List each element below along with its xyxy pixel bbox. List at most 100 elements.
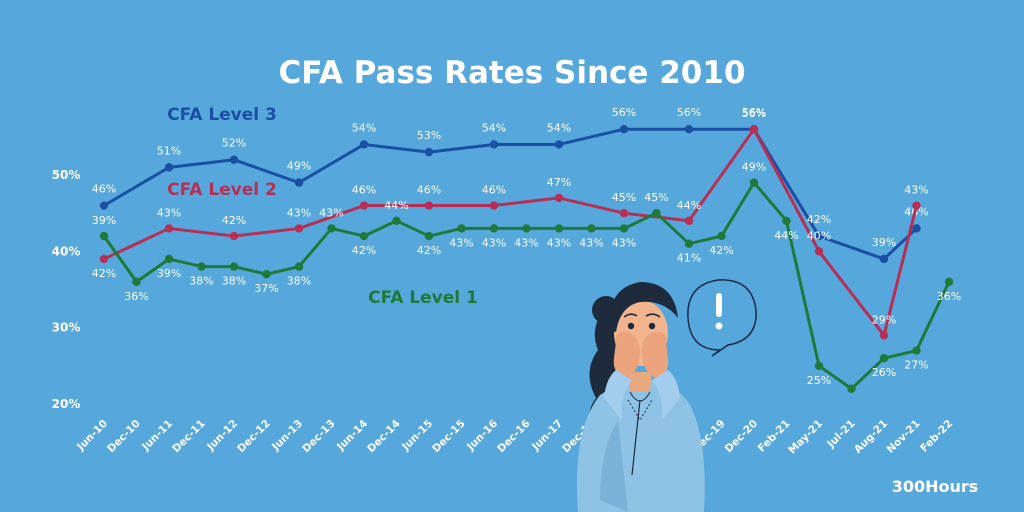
x-tick-label: May-21 [786,418,825,457]
data-label: 38% [189,275,213,288]
data-point [424,147,434,157]
x-tick-label: Dec-14 [365,418,402,455]
x-tick-label: Jun-11 [139,418,175,454]
data-label: 43% [547,236,571,249]
data-label: 43% [287,206,311,219]
data-label: 54% [547,121,571,134]
data-label: 53% [417,129,441,142]
data-point [359,201,369,210]
brand-logo: 300Hours [892,477,979,496]
data-point [944,277,954,287]
data-point [197,262,206,271]
x-tick-label: Jun-12 [204,418,240,454]
series-name-label: CFA Level 1 [368,288,478,308]
data-point [99,201,109,210]
data-point [912,201,921,210]
data-point [99,231,109,241]
data-label: 47% [547,176,571,189]
x-tick-label: Jun-13 [269,418,305,454]
data-label: 45% [644,191,668,204]
series-line [103,127,918,337]
series-layer: 46%51%52%49%54%53%54% 54%56% 56% 56%42%39%4… [92,105,961,393]
data-label: 54% [352,121,376,134]
data-label: 42% [222,214,246,227]
data-point [749,125,759,134]
data-point [229,262,239,271]
data-label: 56% [742,107,766,120]
data-point [684,125,694,134]
data-label: 56% [742,106,766,119]
data-point [359,231,369,241]
data-point [164,254,174,264]
data-label: 56% [612,106,636,119]
data-label: 45% [612,191,636,204]
speech-bubble-icon [687,279,757,357]
data-label: 43% [157,206,181,219]
data-label: 44% [774,229,798,242]
data-point [912,346,921,355]
data-point [814,247,824,256]
data-label: 26% [872,366,896,379]
data-point [912,224,921,233]
data-label: 36% [124,290,148,303]
data-label: 43% [319,206,343,219]
data-label: 46% [352,184,376,197]
data-label: 43% [482,236,506,249]
data-label: 41% [677,252,701,265]
chart-title: CFA Pass Rates Since 2010 [278,55,745,91]
data-point [489,224,499,233]
data-point [554,193,564,203]
data-point [879,254,889,264]
data-label: 51% [157,144,181,157]
data-point [684,239,694,248]
data-point [489,201,499,210]
data-point [619,208,629,218]
data-point [424,231,434,241]
data-label: 54% [482,121,506,134]
data-label: 43% [904,184,928,197]
y-tick-label: 20% [52,397,81,411]
data-point [847,384,856,393]
x-tick-label: Aug-21 [852,418,890,456]
data-point [782,216,791,225]
worried-woman-illustration [576,279,757,512]
x-tick-label: Jun-15 [399,418,435,454]
series-cfa-level-3: 46% 51% 52% 49% 54% 53% 54% 54% 56% 56% 56% 42% 39% 4… [92,105,929,264]
x-tick-label: Jun-17 [529,418,565,454]
series-line [103,127,918,261]
data-point [327,224,336,233]
data-point [294,262,304,271]
data-label: 42% [807,213,831,226]
data-label: 43% [449,236,473,249]
data-point [132,277,141,287]
data-point [814,361,824,371]
data-label: 39% [92,214,116,227]
x-tick-label: Dec-15 [430,418,467,455]
data-label: 42% [352,244,376,257]
data-point [164,224,174,233]
data-point [99,254,109,264]
data-point [879,331,889,340]
data-point [164,163,174,172]
data-label: 56% [677,106,701,119]
x-tick-label: Dec-12 [235,418,272,455]
data-label: 37% [254,282,278,295]
data-point [294,224,304,233]
data-point [522,224,531,233]
data-label: 46% [904,205,928,218]
data-label: 42% [417,244,441,257]
data-point [294,178,304,187]
data-point [652,208,661,218]
data-label: 46% [482,184,506,197]
x-tick-label: Dec-10 [105,418,142,455]
data-point [619,224,629,233]
data-label: 46% [417,184,441,197]
x-tick-label: Nov-21 [885,418,923,456]
x-tick-label: Dec-20 [723,418,760,455]
data-label: 46% [92,183,116,196]
data-label: 39% [157,267,181,280]
data-label: 27% [904,359,928,372]
data-point [619,125,629,134]
data-label: 42% [92,267,116,280]
